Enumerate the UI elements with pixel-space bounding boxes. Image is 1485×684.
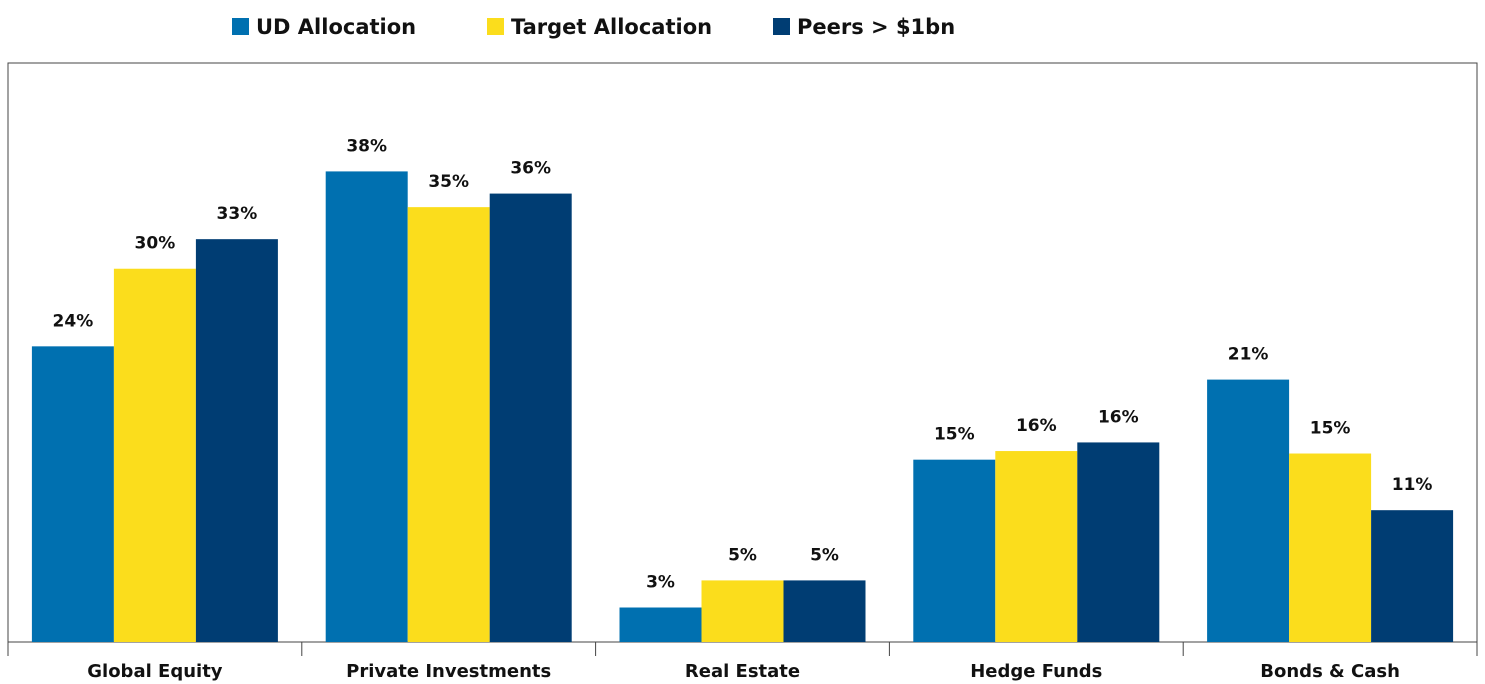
bar (701, 580, 784, 642)
legend-swatch (232, 18, 249, 35)
bar (113, 268, 196, 642)
bar (31, 346, 114, 642)
bar (1289, 453, 1372, 642)
legend-label: UD Allocation (256, 15, 416, 39)
data-label: 38% (346, 136, 387, 156)
data-label: 11% (1392, 475, 1433, 495)
legend-swatch (487, 18, 504, 35)
bar (1077, 442, 1160, 642)
bar (913, 459, 996, 642)
data-label: 16% (1016, 416, 1057, 436)
legend-label: Target Allocation (511, 15, 712, 39)
x-tick-label: Real Estate (685, 661, 800, 682)
data-label: 33% (217, 204, 258, 224)
bar (619, 607, 702, 642)
x-tick-label: Bonds & Cash (1260, 661, 1400, 682)
data-label: 16% (1098, 407, 1139, 427)
data-label: 3% (646, 573, 675, 593)
x-tick-label: Hedge Funds (970, 661, 1102, 682)
bar (1207, 379, 1290, 642)
bar (995, 451, 1078, 642)
x-tick-label: Global Equity (87, 661, 223, 682)
bar (407, 207, 490, 643)
data-label: 15% (1310, 419, 1351, 439)
legend-swatch (773, 18, 790, 35)
data-label: 36% (510, 159, 551, 179)
legend-label: Peers > $1bn (797, 15, 955, 39)
bar (783, 580, 866, 642)
bar (489, 193, 572, 642)
data-label: 15% (934, 425, 975, 445)
data-label: 21% (1228, 345, 1269, 365)
data-label: 35% (428, 172, 469, 192)
bar (1371, 510, 1454, 642)
x-tick-label: Private Investments (346, 661, 551, 682)
bar (195, 239, 278, 643)
bar (325, 171, 408, 642)
data-label: 5% (728, 545, 757, 565)
data-label: 5% (810, 545, 839, 565)
data-label: 24% (53, 311, 94, 331)
data-label: 30% (135, 234, 176, 254)
